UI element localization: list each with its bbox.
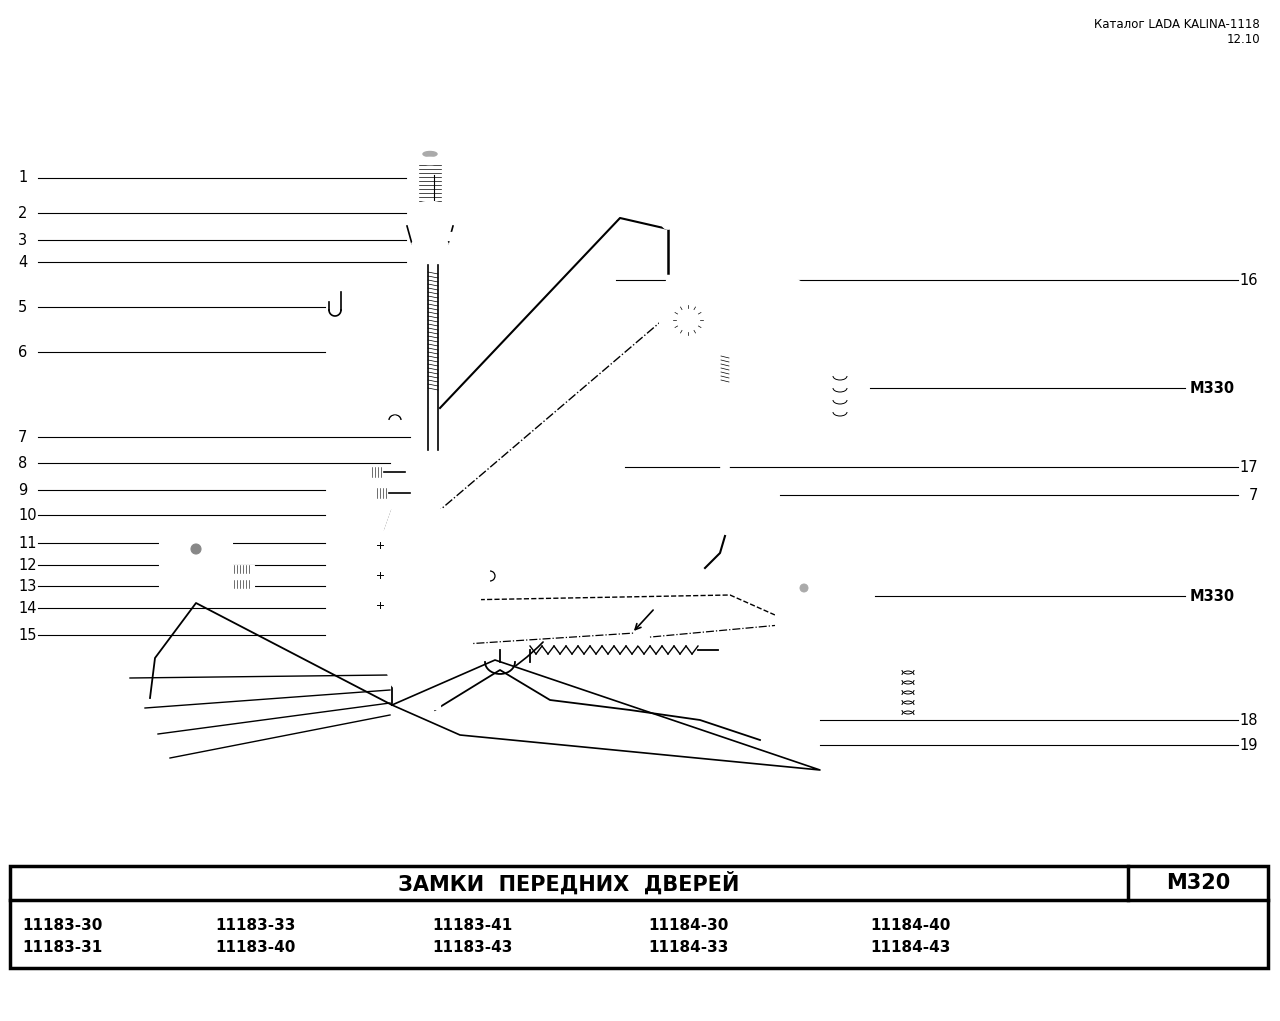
Text: 11183-33: 11183-33 [215,918,296,933]
Circle shape [800,584,808,592]
Circle shape [634,631,646,645]
Ellipse shape [419,157,442,164]
Text: 17: 17 [1239,459,1258,475]
Text: 11184-30: 11184-30 [648,918,728,933]
Bar [370,467,384,477]
Polygon shape [392,660,820,770]
Bar [721,356,730,536]
Circle shape [375,600,385,610]
Polygon shape [835,575,920,715]
Text: 6: 6 [18,344,27,359]
Circle shape [164,524,172,532]
Text: 11183-40: 11183-40 [215,940,296,955]
Text: 13: 13 [18,579,36,593]
Ellipse shape [419,201,442,208]
Text: М330: М330 [1190,381,1235,395]
Text: 11184-33: 11184-33 [648,940,728,955]
Bar [785,565,823,630]
Text: 12: 12 [18,557,37,573]
Text: 18: 18 [1239,713,1258,728]
Ellipse shape [420,257,440,263]
Circle shape [662,217,675,229]
Circle shape [794,578,814,598]
Ellipse shape [425,258,435,261]
Text: 11183-41: 11183-41 [433,918,512,933]
Text: 2: 2 [18,205,27,221]
Circle shape [375,540,385,550]
Text: ЗАМКИ  ПЕРЕДНИХ  ДВЕРЕЙ: ЗАМКИ ПЕРЕДНИХ ДВЕРЕЙ [398,871,740,894]
Bar [232,580,253,588]
Circle shape [675,306,701,334]
Ellipse shape [420,223,440,230]
Text: 12.10: 12.10 [1226,33,1260,46]
Bar [419,161,442,205]
Text: 11183-31: 11183-31 [22,940,102,955]
Text: 11184-40: 11184-40 [870,918,950,933]
Text: 3: 3 [18,233,27,247]
Bar [399,610,454,660]
Circle shape [177,569,188,581]
Bar [172,564,192,586]
Ellipse shape [422,151,436,156]
Polygon shape [160,520,232,598]
Text: 9: 9 [18,483,27,497]
Polygon shape [669,283,735,358]
Bar [408,518,445,566]
Text: 7: 7 [1248,487,1258,502]
Bar [433,522,444,532]
Bar [232,565,253,573]
Text: 16: 16 [1239,273,1258,288]
Text: 8: 8 [18,455,27,471]
Circle shape [794,645,803,655]
Circle shape [710,288,719,298]
Text: 11: 11 [18,535,37,550]
Polygon shape [740,298,845,408]
Bar [632,635,648,641]
Circle shape [220,524,228,532]
Bar [375,488,389,498]
Bar [412,536,426,546]
Text: 10: 10 [18,507,37,523]
Bar [412,522,426,532]
Text: 1: 1 [18,171,27,186]
Circle shape [390,416,399,424]
Ellipse shape [412,239,448,249]
Text: 11184-43: 11184-43 [870,940,950,955]
Text: Каталог LADA KALINA-1118: Каталог LADA KALINA-1118 [1094,18,1260,31]
Circle shape [191,544,201,554]
Bar [10,866,1268,968]
Ellipse shape [419,153,442,161]
Bar [472,567,490,585]
Text: М320: М320 [1166,873,1230,893]
Ellipse shape [407,218,453,233]
Bar [415,697,440,709]
Text: 5: 5 [18,299,27,314]
Circle shape [433,632,448,648]
Polygon shape [385,510,480,704]
Circle shape [681,313,695,327]
Circle shape [710,338,719,348]
Polygon shape [660,268,865,423]
Bar [445,232,453,240]
Circle shape [186,538,207,560]
Circle shape [375,570,385,580]
Bar [412,548,426,558]
Text: 11183-30: 11183-30 [22,918,102,933]
Bar [387,405,403,417]
Text: 7: 7 [18,430,27,444]
Polygon shape [774,545,835,660]
Text: М330: М330 [1190,588,1235,603]
Bar [433,536,444,546]
Text: 11183-43: 11183-43 [433,940,512,955]
Bar [795,605,817,623]
Text: 19: 19 [1239,737,1258,752]
Text: 14: 14 [18,600,37,616]
Text: 15: 15 [18,628,37,642]
Text: 4: 4 [18,254,27,270]
